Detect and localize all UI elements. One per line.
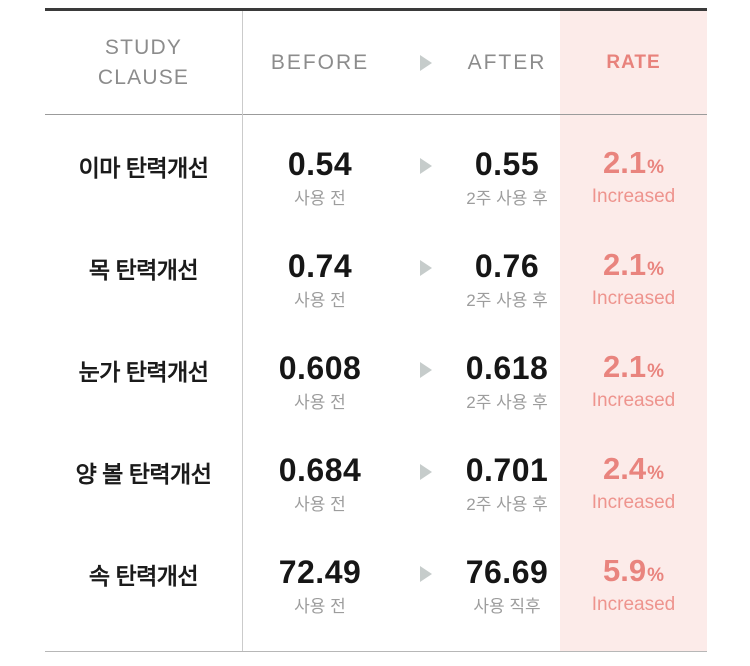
rate-caption: Increased — [591, 287, 676, 309]
study-clause-label: 눈가 탄력개선 — [78, 359, 209, 385]
before-value: 0.74 — [287, 247, 353, 284]
right-triangle-arrow-icon — [420, 464, 432, 480]
table-row: 이마 탄력개선 0.54 사용 전 0.55 2주 사용 후 2.1% Incr… — [45, 115, 707, 217]
after-value: 0.76 — [474, 247, 540, 284]
column-divider — [242, 11, 243, 651]
study-clause-label: 목 탄력개선 — [88, 257, 199, 283]
arrow-cell — [398, 566, 454, 582]
study-clause-label: 양 볼 탄력개선 — [75, 461, 212, 487]
before-cell: 0.74 사용 전 — [242, 226, 398, 311]
after-caption: 2주 사용 후 — [466, 188, 548, 208]
after-cell: 76.69 사용 직후 — [454, 532, 560, 617]
header-arrow-cell — [398, 54, 454, 71]
right-triangle-arrow-icon — [420, 158, 432, 174]
after-cell: 0.76 2주 사용 후 — [454, 226, 560, 311]
rate-caption: Increased — [591, 491, 676, 513]
after-cell: 0.701 2주 사용 후 — [454, 430, 560, 515]
rate-number: 2.4 — [602, 450, 647, 486]
after-value: 0.55 — [474, 145, 540, 182]
rate-number: 2.1 — [602, 246, 647, 282]
header-after-label: AFTER — [467, 50, 547, 74]
right-triangle-arrow-icon — [420, 260, 432, 276]
header-after: AFTER — [454, 51, 560, 75]
before-caption: 사용 전 — [294, 290, 346, 310]
arrow-cell — [398, 464, 454, 480]
after-cell: 0.55 2주 사용 후 — [454, 124, 560, 209]
before-value: 0.608 — [278, 349, 362, 386]
after-caption: 사용 직후 — [473, 596, 541, 616]
header-study-clause-line2: CLAUSE — [97, 65, 190, 89]
rate-column-background — [560, 11, 707, 651]
rate-value: 2.1% — [603, 351, 664, 382]
before-value: 0.684 — [278, 451, 362, 488]
header-rate-label: RATE — [606, 51, 661, 73]
rate-value: 5.9% — [603, 555, 664, 586]
header-rate: RATE — [560, 52, 707, 74]
percent-sign: % — [647, 360, 664, 382]
percent-sign: % — [647, 564, 664, 586]
after-value: 0.618 — [465, 349, 549, 386]
row-label-cell: 속 탄력개선 — [45, 557, 242, 591]
after-caption: 2주 사용 후 — [466, 290, 548, 310]
header-study-clause: STUDY CLAUSE — [45, 33, 242, 93]
header-study-clause-line1: STUDY — [104, 35, 183, 59]
percent-sign: % — [647, 156, 664, 178]
after-value: 0.701 — [465, 451, 549, 488]
header-before: BEFORE — [242, 51, 398, 75]
before-cell: 0.608 사용 전 — [242, 328, 398, 413]
table-header-row: STUDY CLAUSE BEFORE AFTER RATE — [45, 11, 707, 115]
after-cell: 0.618 2주 사용 후 — [454, 328, 560, 413]
arrow-cell — [398, 362, 454, 378]
row-label-cell: 이마 탄력개선 — [45, 149, 242, 183]
rate-value: 2.1% — [603, 249, 664, 280]
rate-number: 2.1 — [602, 144, 647, 180]
before-caption: 사용 전 — [294, 392, 346, 412]
percent-sign: % — [647, 258, 664, 280]
row-label-cell: 목 탄력개선 — [45, 251, 242, 285]
rate-value: 2.1% — [603, 147, 664, 178]
study-clause-label: 속 탄력개선 — [88, 563, 199, 589]
arrow-cell — [398, 260, 454, 276]
before-value: 72.49 — [278, 553, 362, 590]
rate-caption: Increased — [591, 389, 676, 411]
rate-cell: 2.1% Increased — [560, 125, 707, 208]
after-caption: 2주 사용 후 — [466, 494, 548, 514]
right-triangle-arrow-icon — [420, 362, 432, 378]
before-caption: 사용 전 — [294, 596, 346, 616]
before-caption: 사용 전 — [294, 494, 346, 514]
table-row: 목 탄력개선 0.74 사용 전 0.76 2주 사용 후 2.1% Incre… — [45, 217, 707, 319]
before-cell: 0.684 사용 전 — [242, 430, 398, 515]
elasticity-study-table: STUDY CLAUSE BEFORE AFTER RATE 이마 탄력개선 0… — [45, 8, 707, 652]
study-clause-label: 이마 탄력개선 — [78, 155, 209, 181]
rate-value: 2.4% — [603, 453, 664, 484]
row-label-cell: 눈가 탄력개선 — [45, 353, 242, 387]
rate-cell: 2.4% Increased — [560, 431, 707, 514]
header-before-label: BEFORE — [270, 50, 370, 74]
table-row: 속 탄력개선 72.49 사용 전 76.69 사용 직후 5.9% Incre… — [45, 523, 707, 625]
rate-number: 5.9 — [602, 552, 647, 588]
after-value: 76.69 — [465, 553, 549, 590]
before-cell: 72.49 사용 전 — [242, 532, 398, 617]
row-label-cell: 양 볼 탄력개선 — [45, 455, 242, 489]
rate-caption: Increased — [591, 185, 676, 207]
rate-caption: Increased — [591, 593, 676, 615]
rate-cell: 2.1% Increased — [560, 329, 707, 412]
right-triangle-arrow-icon — [420, 566, 432, 582]
before-caption: 사용 전 — [294, 188, 346, 208]
rate-cell: 5.9% Increased — [560, 533, 707, 616]
after-caption: 2주 사용 후 — [466, 392, 548, 412]
right-triangle-arrow-icon — [420, 54, 432, 71]
before-value: 0.54 — [287, 145, 353, 182]
before-cell: 0.54 사용 전 — [242, 124, 398, 209]
rate-number: 2.1 — [602, 348, 647, 384]
table-row: 눈가 탄력개선 0.608 사용 전 0.618 2주 사용 후 2.1% In… — [45, 319, 707, 421]
table-row: 양 볼 탄력개선 0.684 사용 전 0.701 2주 사용 후 2.4% I… — [45, 421, 707, 523]
percent-sign: % — [647, 462, 664, 484]
arrow-cell — [398, 158, 454, 174]
rate-cell: 2.1% Increased — [560, 227, 707, 310]
